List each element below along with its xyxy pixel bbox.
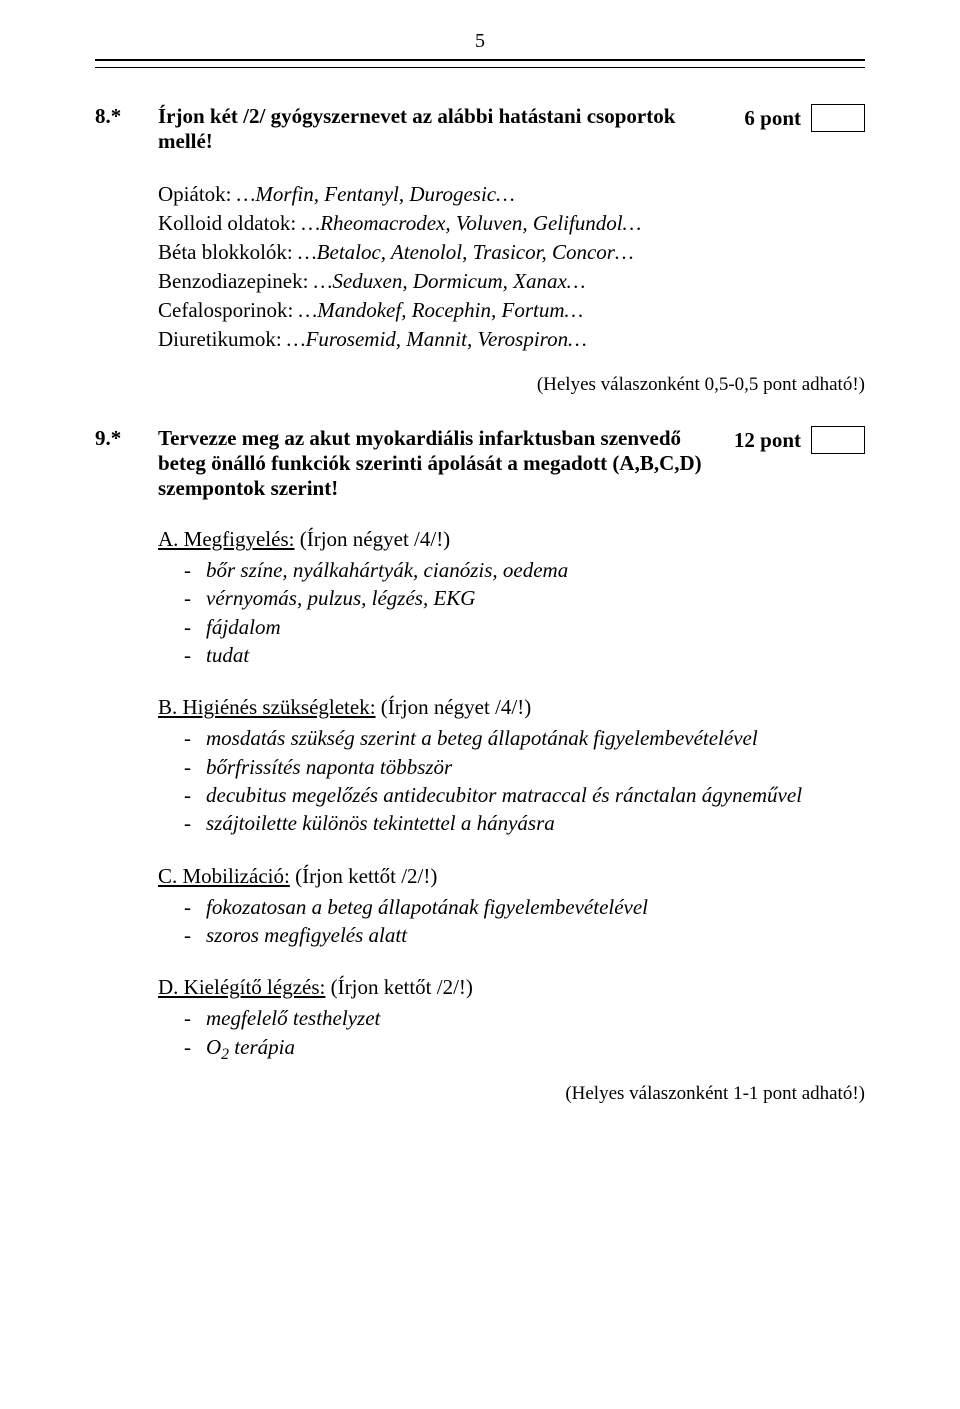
section-c-title-line: C. Mobilizáció: (Írjon kettőt /2/!) [158, 864, 865, 889]
answer-line: Benzodiazepinek: …Seduxen, Dormicum, Xan… [158, 269, 865, 294]
list-item: O2 terápia [158, 1033, 865, 1065]
section-d-instruction: (Írjon kettőt /2/!) [325, 975, 473, 999]
list-item: mosdatás szükség szerint a beteg állapot… [158, 724, 865, 752]
question-9-points-label: 12 pont [734, 428, 801, 453]
header-rule-thick [95, 59, 865, 61]
answer-label: Béta blokkolók: [158, 240, 293, 264]
answer-value: …Seduxen, Dormicum, Xanax… [314, 269, 586, 293]
question-8: 8.* Írjon két /2/ gyógyszernevet az aláb… [95, 104, 865, 396]
answer-line: Diuretikumok: …Furosemid, Mannit, Verosp… [158, 327, 865, 352]
question-8-scoring: (Helyes válaszonként 0,5-0,5 pont adható… [95, 374, 865, 396]
section-c-list: fokozatosan a beteg állapotának figyelem… [158, 893, 865, 950]
question-9: 9.* Tervezze meg az akut myokardiális in… [95, 426, 865, 1105]
list-item: fokozatosan a beteg állapotának figyelem… [158, 893, 865, 921]
question-9-text: Tervezze meg az akut myokardiális infark… [158, 426, 716, 501]
list-item: vérnyomás, pulzus, légzés, EKG [158, 584, 865, 612]
answer-label: Benzodiazepinek: [158, 269, 308, 293]
points-box [811, 426, 865, 454]
question-8-header: 8.* Írjon két /2/ gyógyszernevet az aláb… [95, 104, 865, 154]
section-a-title-line: A. Megfigyelés: (Írjon négyet /4/!) [158, 527, 865, 552]
question-8-text: Írjon két /2/ gyógyszernevet az alábbi h… [158, 104, 726, 154]
section-d-title: D. Kielégítő légzés: [158, 975, 325, 999]
section-c-title: C. Mobilizáció: [158, 864, 290, 888]
answer-line: Cefalosporinok: …Mandokef, Rocephin, For… [158, 298, 865, 323]
document-page: 5 8.* Írjon két /2/ gyógyszernevet az al… [0, 0, 960, 1409]
answer-line: Opiátok: …Morfin, Fentanyl, Durogesic… [158, 182, 865, 207]
question-9-header: 9.* Tervezze meg az akut myokardiális in… [95, 426, 865, 501]
answer-value: …Mandokef, Rocephin, Fortum… [299, 298, 584, 322]
question-8-points: 6 pont [744, 104, 865, 132]
section-d-title-line: D. Kielégítő légzés: (Írjon kettőt /2/!) [158, 975, 865, 1000]
section-c-instruction: (Írjon kettőt /2/!) [290, 864, 438, 888]
list-item: szájtoilette különös tekintettel a hányá… [158, 809, 865, 837]
o2-therapy-item: O2 terápia [206, 1035, 295, 1059]
section-b-instruction: (Írjon négyet /4/!) [376, 695, 532, 719]
question-8-points-label: 6 pont [744, 106, 801, 131]
header-rule-thin [95, 67, 865, 68]
section-a: A. Megfigyelés: (Írjon négyet /4/!) bőr … [158, 527, 865, 669]
question-9-scoring: (Helyes válaszonként 1-1 pont adható!) [95, 1083, 865, 1105]
answer-label: Kolloid oldatok: [158, 211, 296, 235]
answer-value: …Morfin, Fentanyl, Durogesic… [237, 182, 515, 206]
answer-value: …Furosemid, Mannit, Verospiron… [287, 327, 587, 351]
section-d-list: megfelelő testhelyzet O2 terápia [158, 1004, 865, 1065]
section-b-title: B. Higiénés szükségletek: [158, 695, 376, 719]
section-b-list: mosdatás szükség szerint a beteg állapot… [158, 724, 865, 837]
section-a-title: A. Megfigyelés: [158, 527, 294, 551]
section-d: D. Kielégítő légzés: (Írjon kettőt /2/!)… [158, 975, 865, 1065]
section-a-instruction: (Írjon négyet /4/!) [294, 527, 450, 551]
list-item: bőrfrissítés naponta többször [158, 753, 865, 781]
section-c: C. Mobilizáció: (Írjon kettőt /2/!) foko… [158, 864, 865, 950]
page-number: 5 [95, 30, 865, 53]
answer-line: Kolloid oldatok: …Rheomacrodex, Voluven,… [158, 211, 865, 236]
question-9-number: 9.* [95, 426, 140, 451]
answer-label: Opiátok: [158, 182, 232, 206]
section-b: B. Higiénés szükségletek: (Írjon négyet … [158, 695, 865, 837]
list-item: megfelelő testhelyzet [158, 1004, 865, 1032]
list-item: decubitus megelőzés antidecubitor matrac… [158, 781, 865, 809]
list-item: bőr színe, nyálkahártyák, cianózis, oede… [158, 556, 865, 584]
question-8-number: 8.* [95, 104, 140, 129]
list-item: fájdalom [158, 613, 865, 641]
section-b-title-line: B. Higiénés szükségletek: (Írjon négyet … [158, 695, 865, 720]
list-item: tudat [158, 641, 865, 669]
answer-label: Diuretikumok: [158, 327, 282, 351]
question-9-points: 12 pont [734, 426, 865, 454]
answer-label: Cefalosporinok: [158, 298, 293, 322]
points-box [811, 104, 865, 132]
answer-value: …Betaloc, Atenolol, Trasicor, Concor… [298, 240, 634, 264]
answer-line: Béta blokkolók: …Betaloc, Atenolol, Tras… [158, 240, 865, 265]
question-8-answers: Opiátok: …Morfin, Fentanyl, Durogesic… K… [158, 182, 865, 352]
section-a-list: bőr színe, nyálkahártyák, cianózis, oede… [158, 556, 865, 669]
list-item: szoros megfigyelés alatt [158, 921, 865, 949]
answer-value: …Rheomacrodex, Voluven, Gelifundol… [302, 211, 642, 235]
